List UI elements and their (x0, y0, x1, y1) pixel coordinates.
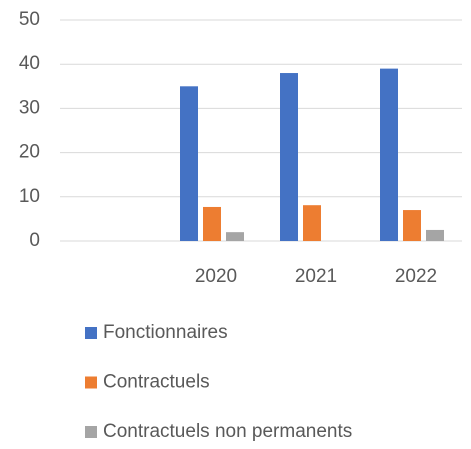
legend-swatch (85, 376, 97, 389)
x-tick-label: 2022 (395, 266, 437, 287)
bar (303, 205, 321, 241)
bar (403, 210, 421, 241)
legend-label: Contractuels (103, 372, 210, 393)
y-tick-label: 40 (19, 53, 40, 74)
bar (226, 232, 244, 241)
legend-swatch (85, 426, 97, 438)
y-tick-label: 30 (19, 97, 40, 118)
bar (180, 86, 198, 241)
y-tick-label: 50 (19, 9, 40, 30)
legend-label: Contractuels non permanents (103, 421, 352, 442)
legend-label: Fonctionnaires (103, 322, 228, 343)
y-tick-label: 0 (29, 230, 40, 251)
bar (203, 206, 221, 241)
bar (380, 68, 398, 242)
bar (426, 229, 444, 241)
x-tick-label: 2020 (195, 266, 237, 287)
y-tick-label: 10 (19, 186, 40, 207)
legend-swatch (85, 327, 97, 339)
y-tick-label: 20 (19, 142, 40, 163)
x-tick-label: 2021 (295, 266, 337, 287)
bar (280, 73, 298, 241)
